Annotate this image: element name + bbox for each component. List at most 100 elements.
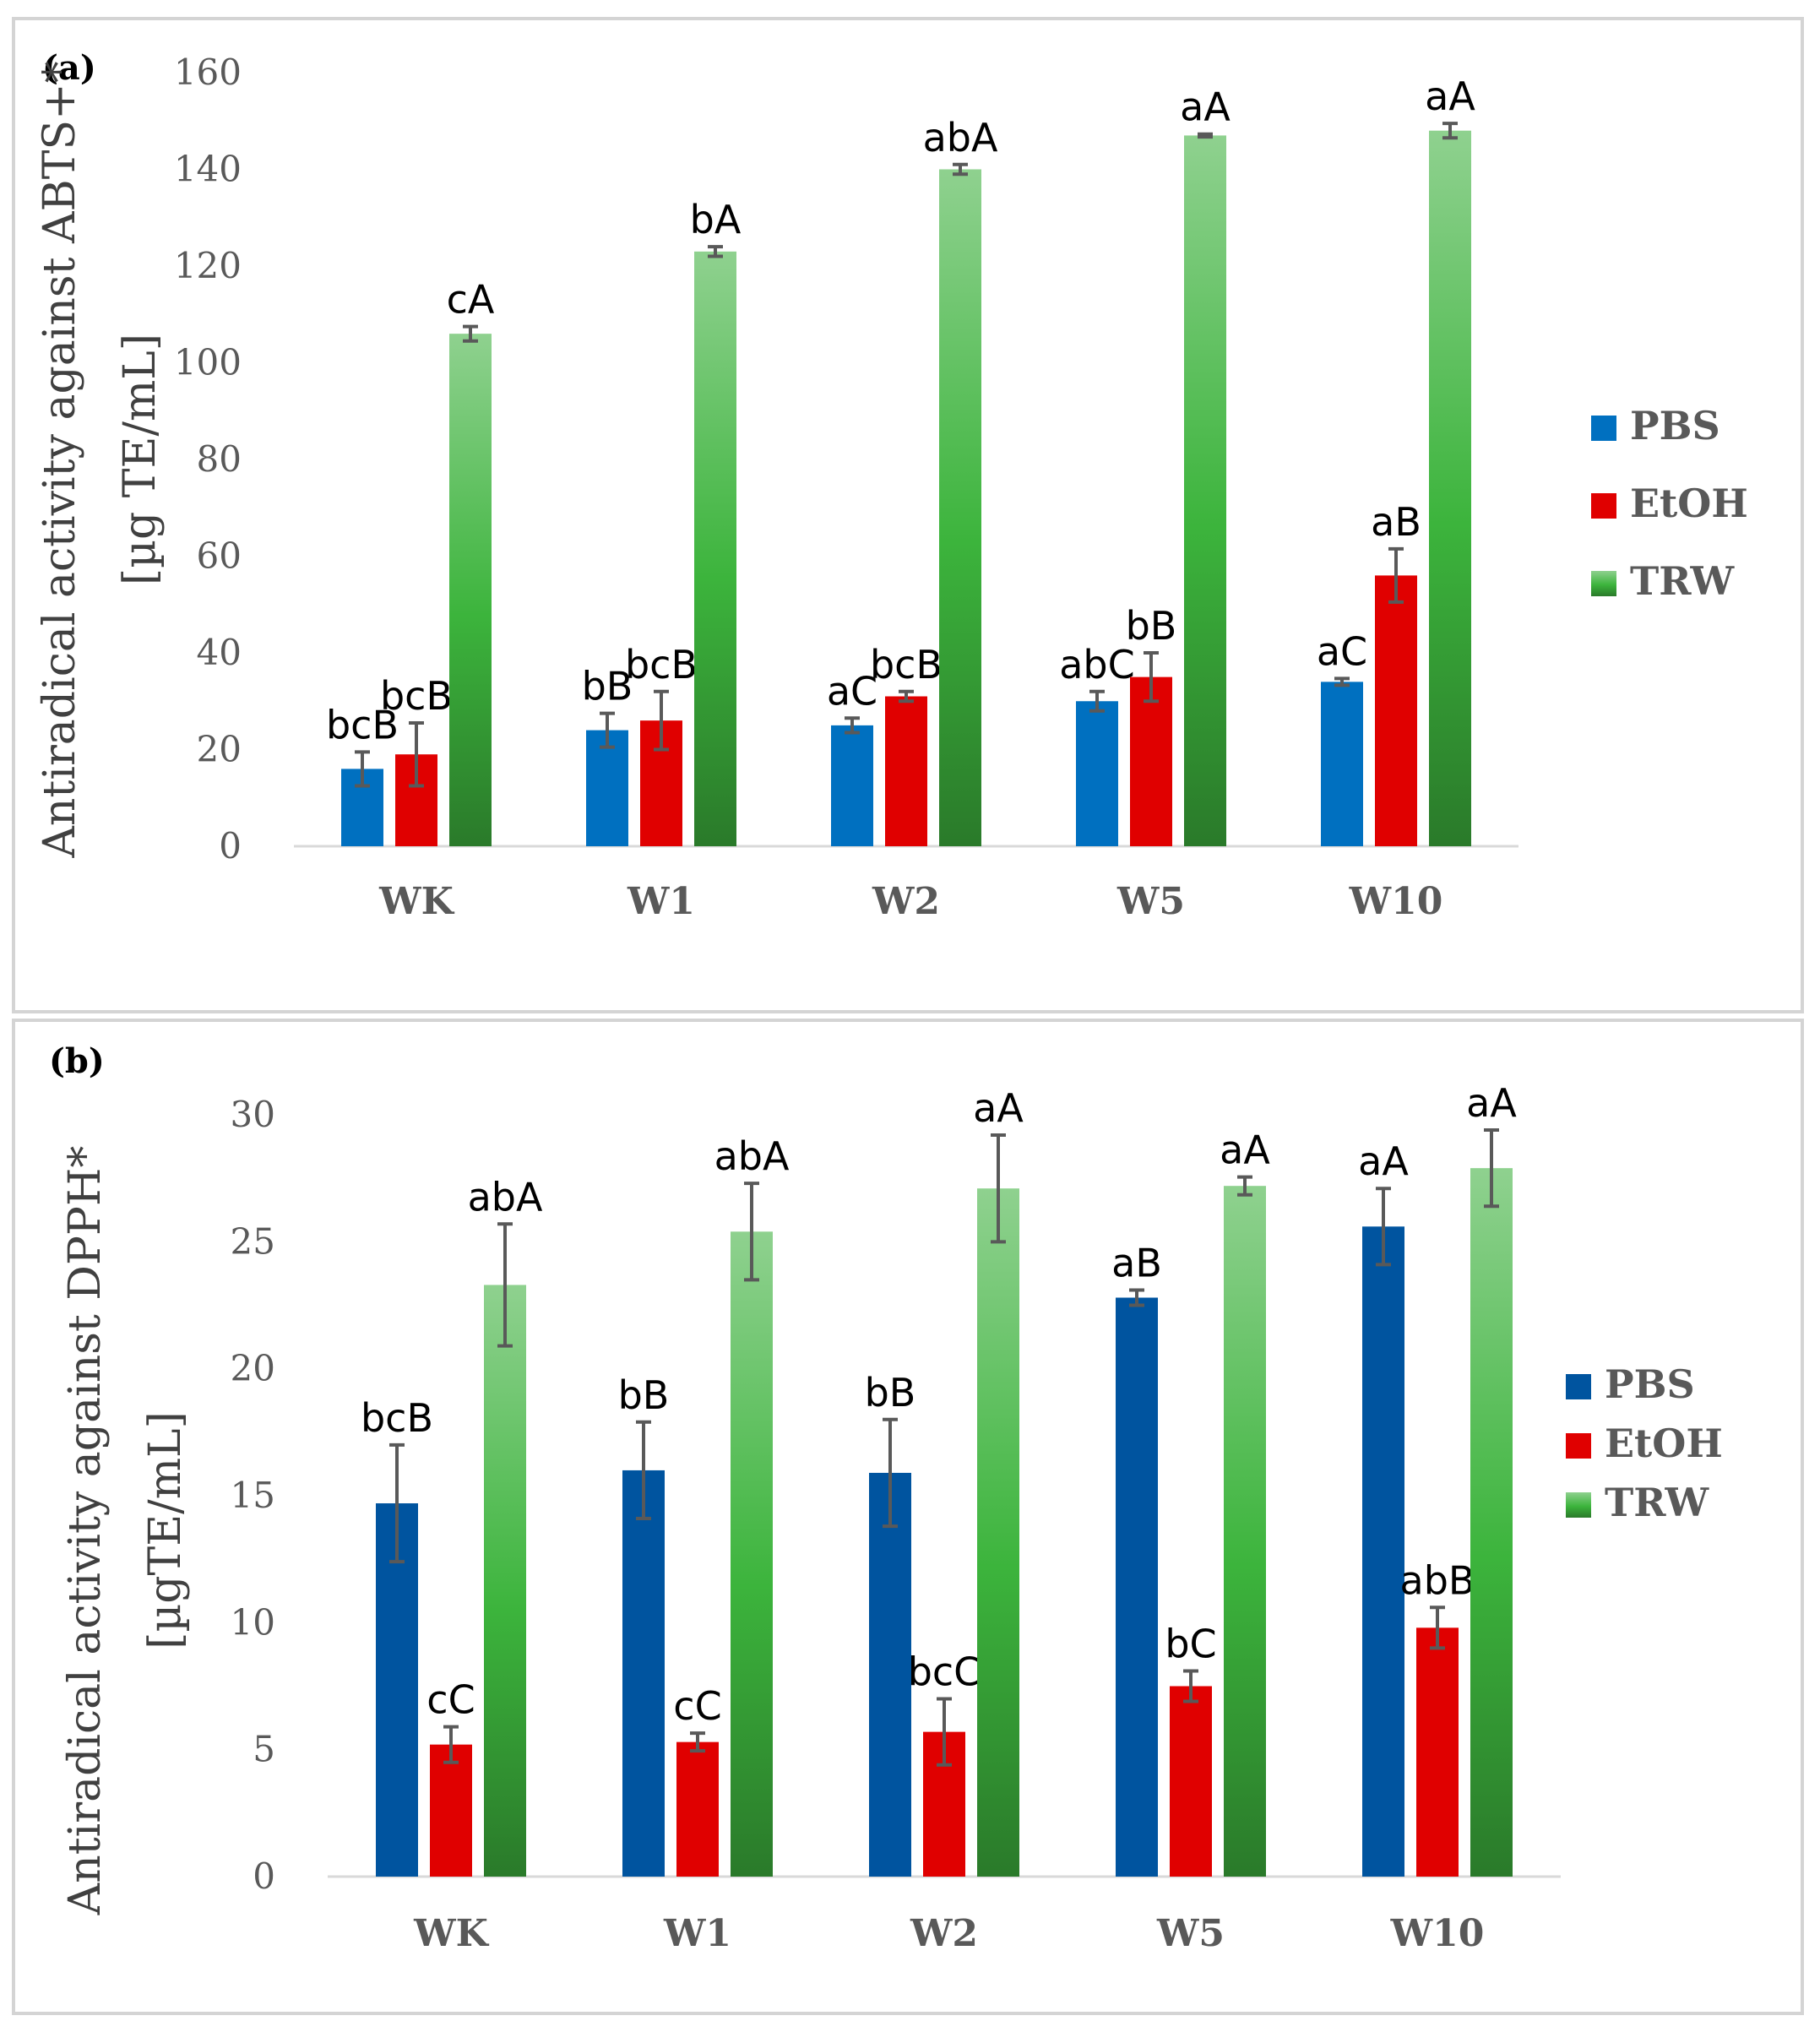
data-label: cA [447, 277, 495, 323]
y-tick-label: 40 [197, 632, 242, 673]
data-label: cC [673, 1683, 721, 1729]
bar-trw [977, 1188, 1019, 1877]
chart-panel-b: (b) Antiradical activity against DPPH* [µg… [12, 1019, 1804, 2015]
bar-pbs [1076, 701, 1118, 846]
x-category-label: W5 [1156, 1912, 1225, 1955]
bar-pbs [1362, 1226, 1404, 1877]
bar-trw [1224, 1186, 1266, 1877]
legend-swatch [1591, 571, 1616, 596]
legend-swatch [1566, 1374, 1591, 1399]
y-tick-label: 20 [231, 1348, 275, 1389]
bar-trw [694, 251, 736, 846]
data-label: bA [690, 197, 742, 242]
y-tick-label: 160 [174, 52, 242, 93]
y-axis-label-line: Antiradical activity against ABTS+* [35, 61, 85, 858]
data-label: abC [1059, 642, 1135, 687]
data-label: bB [865, 1370, 916, 1415]
x-category-label: W2 [910, 1912, 978, 1955]
y-tick-label: 30 [231, 1094, 275, 1135]
legend-label: EtOH [1630, 481, 1748, 526]
data-label: abA [468, 1174, 543, 1220]
y-tick-label: 80 [197, 438, 242, 480]
data-label: aA [1220, 1127, 1270, 1173]
data-label: bcB [326, 702, 399, 747]
data-label: bcB [625, 642, 698, 687]
y-tick-label: 5 [253, 1729, 275, 1770]
data-label: abA [923, 115, 998, 160]
panel-label: (b) [49, 1041, 105, 1081]
data-label: aA [973, 1085, 1024, 1131]
x-category-label: W5 [1116, 880, 1185, 923]
data-label: abA [714, 1133, 790, 1179]
bar-etoh [1130, 676, 1172, 846]
data-label: bcB [361, 1395, 433, 1441]
legend-label: TRW [1630, 558, 1735, 604]
data-label: cC [426, 1677, 475, 1723]
data-label: aA [1358, 1138, 1409, 1184]
y-tick-label: 20 [197, 729, 242, 770]
bar-etoh [1170, 1686, 1212, 1877]
y-tick-label: 100 [174, 342, 242, 383]
x-category-label: W10 [1390, 1912, 1485, 1955]
data-label: bB [1126, 603, 1177, 649]
data-label: abB [1400, 1557, 1475, 1603]
data-label: bB [582, 664, 633, 709]
legend-label: PBS [1605, 1361, 1695, 1407]
data-label: aB [1371, 499, 1421, 545]
legend-label: TRW [1605, 1480, 1709, 1525]
legend-label: EtOH [1605, 1421, 1723, 1466]
panel-label: (a) [42, 48, 96, 88]
bar-etoh [885, 696, 927, 846]
bar-etoh [430, 1744, 472, 1877]
bar-trw [939, 169, 981, 846]
data-label: aC [827, 668, 877, 714]
legend-swatch [1591, 416, 1616, 441]
data-label: aA [1425, 73, 1475, 119]
data-label: aB [1111, 1240, 1162, 1285]
y-tick-label: 0 [253, 1855, 275, 1897]
bar-pbs [586, 730, 628, 846]
bar-pbs [622, 1470, 665, 1877]
bar-etoh [1416, 1627, 1459, 1877]
bar-trw [449, 334, 492, 846]
x-category-label: WK [378, 880, 454, 923]
data-label: aA [1180, 84, 1231, 130]
chart-a: (a)Antiradical activity against ABTS+* [µ… [35, 48, 1748, 923]
bar-trw [1470, 1168, 1513, 1877]
bar-pbs [1321, 682, 1363, 846]
data-label: bcB [380, 673, 453, 719]
data-label: bC [1165, 1621, 1216, 1666]
data-label: aA [1466, 1080, 1517, 1126]
y-tick-label: 0 [219, 825, 242, 867]
y-tick-label: 140 [174, 149, 242, 190]
legend-label: PBS [1630, 403, 1720, 448]
bar-trw [1184, 135, 1226, 847]
y-axis-label-line: [µg TE/mL] [115, 334, 166, 585]
bar-trw [484, 1285, 526, 1877]
bar-pbs [1116, 1297, 1158, 1877]
data-label: bB [618, 1372, 670, 1418]
legend-swatch [1591, 493, 1616, 519]
bar-trw [1429, 130, 1471, 846]
x-category-label: W10 [1349, 880, 1443, 923]
y-tick-label: 60 [197, 535, 242, 577]
y-tick-label: 25 [231, 1220, 275, 1262]
chart-panel-a: (a) Antiradical activity against ABTS+* [µ… [12, 17, 1804, 1013]
bar-pbs [376, 1503, 418, 1877]
bar-etoh [676, 1741, 719, 1877]
x-category-label: W1 [663, 1912, 731, 1955]
y-axis-label-line: [µgTE/mL] [140, 1411, 191, 1649]
y-tick-label: 120 [174, 245, 242, 286]
x-category-label: W2 [872, 880, 940, 923]
x-category-label: WK [413, 1912, 489, 1955]
y-tick-label: 15 [231, 1475, 275, 1516]
data-label: aC [1317, 628, 1367, 674]
bar-pbs [831, 725, 873, 846]
x-category-label: W1 [627, 880, 695, 923]
data-label: bcB [870, 642, 943, 687]
data-label: bcC [908, 1649, 981, 1695]
y-axis-label-line: Antiradical activity against DPPH* [60, 1146, 111, 1916]
bar-pbs [869, 1472, 911, 1877]
bar-etoh [1375, 575, 1417, 846]
legend-swatch [1566, 1492, 1591, 1518]
